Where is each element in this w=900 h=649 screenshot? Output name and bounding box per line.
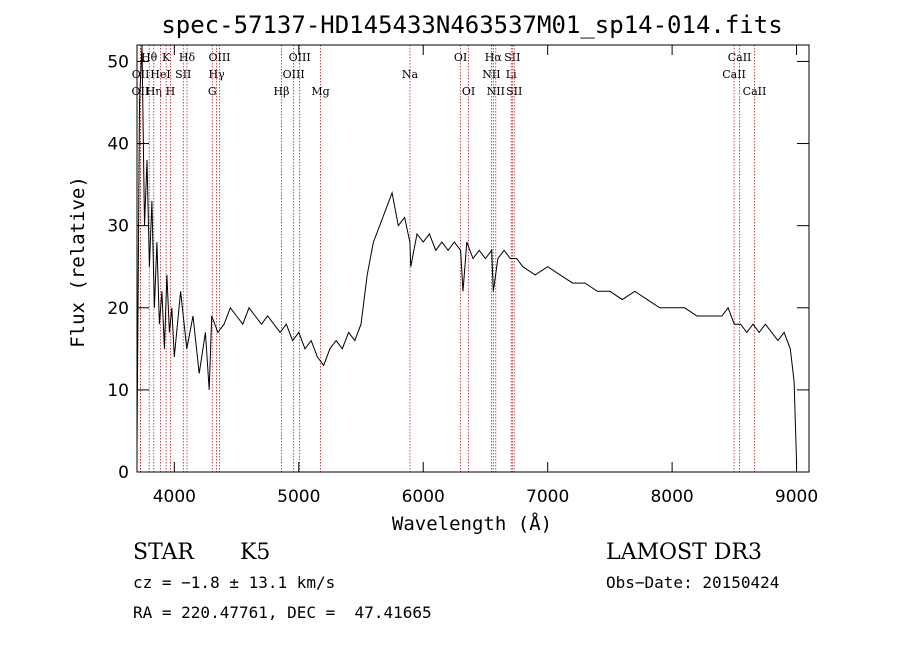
y-tick-label: 20 bbox=[107, 299, 129, 319]
x-tick-label: 5000 bbox=[277, 487, 320, 507]
marker-label: Hα bbox=[485, 51, 503, 64]
marker-label: OIII bbox=[289, 51, 311, 64]
y-tick-label: 40 bbox=[107, 135, 129, 155]
marker-label: OI bbox=[462, 85, 475, 98]
object-class: STAR bbox=[133, 540, 194, 565]
obs-date: Obs−Date: 20150424 bbox=[606, 573, 780, 592]
survey-name: LAMOST DR3 bbox=[606, 540, 762, 565]
spectrum-series bbox=[136, 44, 798, 464]
marker-label: Li bbox=[506, 68, 517, 81]
marker-label: SII bbox=[504, 51, 520, 64]
coordinates: RA = 220.47761, DEC = 47.41665 bbox=[133, 603, 432, 622]
marker-label: CaII bbox=[728, 51, 752, 64]
marker-label: Mg bbox=[311, 85, 329, 98]
subclass: K5 bbox=[240, 540, 271, 565]
plot-frame bbox=[136, 44, 810, 473]
spectrum-line bbox=[136, 44, 798, 464]
marker-label: NII bbox=[487, 85, 505, 98]
marker-label: SII bbox=[175, 68, 191, 81]
y-axis-label: Flux (relative) bbox=[67, 176, 89, 348]
marker-label: CaII bbox=[722, 68, 746, 81]
marker-label: Hδ bbox=[179, 51, 196, 64]
marker-label: CaII bbox=[743, 85, 767, 98]
marker-label: HeI bbox=[150, 68, 170, 81]
marker-label: H bbox=[166, 85, 176, 98]
y-tick-label: 30 bbox=[107, 217, 129, 237]
marker-label: OI bbox=[454, 51, 467, 64]
marker-label: K bbox=[162, 51, 171, 64]
marker-label: Hβ bbox=[274, 85, 290, 98]
marker-label: SII bbox=[506, 85, 522, 98]
marker-label: Hθ bbox=[141, 51, 158, 64]
x-axis-label: Wavelength (Å) bbox=[392, 512, 552, 535]
x-tick-label: 4000 bbox=[153, 487, 196, 507]
marker-label: G bbox=[208, 85, 217, 98]
axis-ticks: 4000 5000 6000 7000 8000 9000 0 10 20 30 40 50 bbox=[107, 45, 818, 507]
redshift-text: cz = −1.8 ± 13.1 km/s bbox=[133, 573, 336, 592]
marker-label: Hγ bbox=[209, 68, 226, 81]
marker-label: Na bbox=[402, 68, 419, 81]
marker-label: OIII bbox=[208, 51, 230, 64]
x-tick-label: 6000 bbox=[402, 487, 445, 507]
marker-label: NII bbox=[482, 68, 500, 81]
marker-label: Hη bbox=[146, 85, 162, 98]
y-tick-label: 50 bbox=[107, 52, 129, 72]
marker-label: OIII bbox=[283, 68, 305, 81]
x-tick-label: 9000 bbox=[775, 487, 818, 507]
x-tick-label: 8000 bbox=[650, 487, 693, 507]
spectral-line-markers: OIIOIIHθHηHeIKHSIIHδGHγOIIIHβOIIIOIIIMgN… bbox=[132, 45, 767, 472]
x-tick-label: 7000 bbox=[526, 487, 569, 507]
y-tick-label: 0 bbox=[118, 463, 129, 483]
chart-title: spec-57137-HD145433N463537M01_sp14-014.f… bbox=[161, 11, 782, 39]
y-tick-label: 10 bbox=[107, 381, 129, 401]
